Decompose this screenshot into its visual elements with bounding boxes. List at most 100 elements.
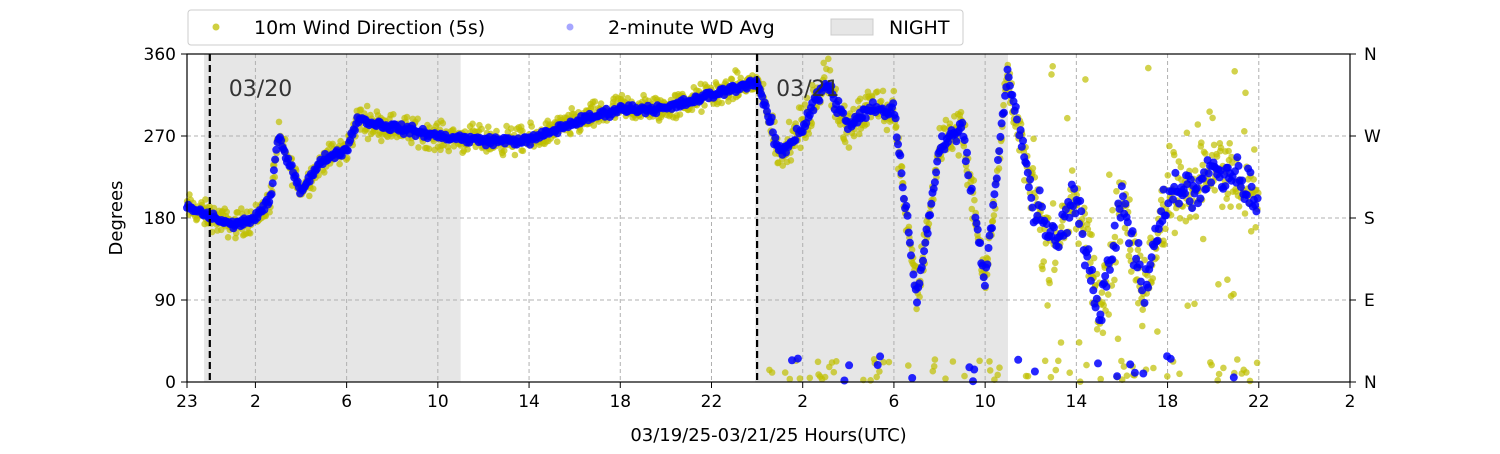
wd-5s-point — [728, 76, 736, 83]
wd-5s-point — [916, 293, 923, 301]
wd-5s-point — [1224, 276, 1231, 284]
x-tick-label: 22 — [1248, 392, 1270, 412]
wd-5s-point — [1241, 210, 1249, 217]
wd-avg-point — [1144, 283, 1152, 292]
wd-avg-point — [902, 201, 911, 210]
wd-5s-point — [814, 358, 822, 366]
wd-avg-point — [1001, 91, 1010, 100]
wd-avg-point — [265, 198, 274, 206]
wd-avg-point — [1128, 227, 1137, 236]
wd-5s-point — [1139, 306, 1146, 314]
wd-5s-point — [1199, 161, 1206, 169]
wd-5s-point — [1186, 214, 1194, 221]
wd-avg-point — [1135, 260, 1144, 269]
wd-avg-point — [1186, 175, 1195, 184]
wd-5s-point — [1123, 372, 1131, 380]
x-tick-label: 2 — [797, 392, 808, 412]
wd-5s-point — [364, 135, 372, 143]
wd-5s-point — [1055, 357, 1062, 365]
day-label: 03/20 — [229, 77, 292, 102]
wd-5s-point — [718, 99, 725, 107]
wd-avg-point — [1042, 220, 1051, 229]
x-axis-label: 03/19/25-03/21/25 Hours(UTC) — [630, 425, 906, 446]
y2-tick-label: N — [1364, 45, 1377, 65]
wd-5s-point — [591, 98, 599, 105]
wd-5s-point — [1199, 235, 1207, 243]
wd-avg-point — [1063, 229, 1072, 237]
wd-avg-point — [908, 374, 917, 382]
wd-avg-point — [994, 156, 1002, 164]
wd-5s-point — [568, 105, 575, 112]
wd-5s-point — [403, 113, 411, 121]
wd-avg-point — [1126, 360, 1135, 369]
wd-5s-point — [1139, 322, 1146, 330]
wd-5s-point — [989, 217, 997, 225]
wd-5s-point — [1058, 223, 1065, 231]
wd-5s-point — [1120, 363, 1128, 370]
wd-avg-point — [1050, 223, 1058, 232]
wd-avg-point — [995, 147, 1004, 156]
wd-5s-point — [1228, 153, 1235, 161]
wd-avg-point — [287, 161, 296, 170]
wd-5s-point — [1182, 217, 1190, 225]
wd-5s-point — [1191, 300, 1198, 308]
wd-avg-point — [1171, 168, 1180, 177]
wd-avg-point — [1117, 182, 1126, 191]
wd-avg-point — [267, 190, 276, 199]
wd-5s-point — [942, 375, 949, 383]
wd-avg-point — [894, 140, 902, 149]
wd-5s-point — [238, 205, 245, 212]
wd-avg-point — [923, 229, 932, 238]
wd-avg-point — [1202, 184, 1211, 193]
wd-5s-point — [805, 130, 812, 137]
wd-5s-point — [1039, 265, 1046, 273]
wd-5s-point — [1224, 190, 1232, 198]
wd-5s-point — [1113, 188, 1120, 195]
wd-avg-point — [1092, 294, 1101, 303]
wd-5s-point — [855, 130, 863, 138]
x-tick-label: 6 — [341, 392, 352, 412]
wd-avg-point — [1084, 245, 1093, 254]
x-tick-label: 2 — [250, 392, 261, 412]
legend: 10m Wind Direction (5s) 2-minute WD Avg NI… — [187, 9, 964, 46]
wd-5s-point — [986, 358, 993, 365]
wd-5s-point — [801, 101, 809, 108]
wd-5s-point — [1210, 141, 1218, 149]
wd-avg-point — [1011, 102, 1020, 111]
wd-5s-point — [850, 132, 858, 140]
wd-5s-point — [378, 137, 385, 145]
wd-5s-point — [1047, 373, 1055, 381]
wd-5s-point — [1111, 233, 1119, 241]
wd-5s-point — [1104, 291, 1112, 298]
wd-avg-point — [980, 281, 989, 290]
wd-5s-point — [1176, 215, 1184, 222]
x-tick-label: 14 — [518, 392, 540, 412]
wd-5s-point — [830, 368, 838, 376]
wd-avg-point — [915, 279, 924, 288]
wd-avg-point — [976, 239, 985, 247]
wd-5s-point — [734, 69, 741, 76]
wd-5s-point — [1208, 361, 1215, 369]
wd-5s-point — [1049, 200, 1057, 207]
wd-5s-point — [519, 147, 527, 155]
wd-avg-point — [990, 190, 999, 199]
wd-5s-point — [1145, 64, 1152, 72]
wd-avg-point — [1233, 153, 1242, 162]
wd-avg-point — [1229, 373, 1238, 382]
wd-5s-point — [275, 118, 283, 126]
wd-5s-point — [1242, 89, 1249, 97]
y2-tick-label: E — [1364, 291, 1375, 311]
x-tick-label: 22 — [701, 392, 723, 412]
wd-avg-point — [271, 155, 280, 164]
wd-5s-point — [449, 126, 457, 133]
wd-avg-point — [1252, 207, 1261, 216]
wd-5s-point — [1068, 167, 1076, 174]
wd-avg-point — [1028, 203, 1037, 212]
wd-5s-point — [1164, 373, 1171, 380]
wd-avg-point — [1134, 239, 1143, 247]
wd-5s-point — [1184, 302, 1191, 310]
wd-avg-point — [1192, 184, 1201, 193]
wd-5s-point — [1040, 258, 1047, 265]
wd-avg-point — [1054, 243, 1063, 252]
